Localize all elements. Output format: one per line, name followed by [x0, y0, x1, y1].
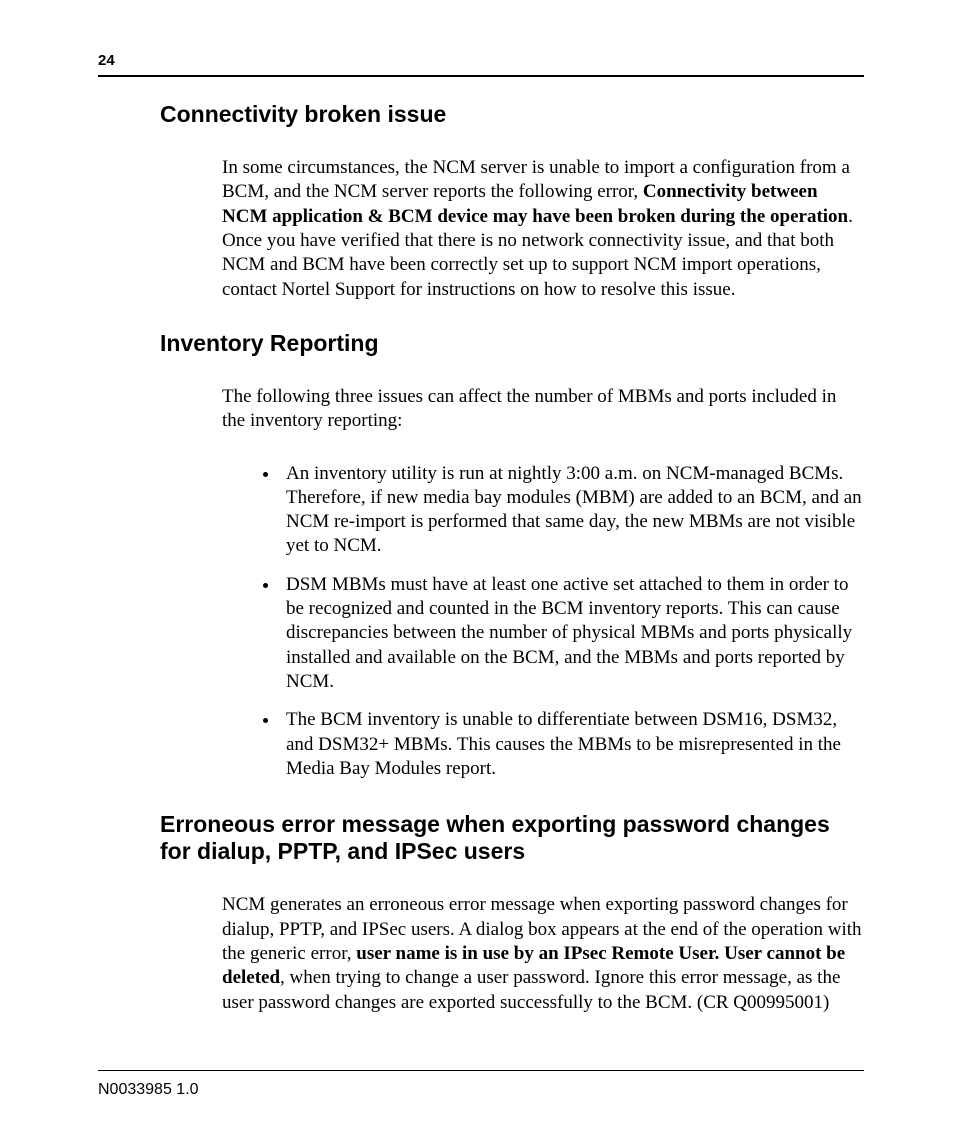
bullet-item: DSM MBMs must have at least one active s…	[280, 573, 864, 695]
footer: N0033985 1.0	[98, 1070, 864, 1099]
doc-id: N0033985 1.0	[98, 1081, 864, 1099]
para-connectivity: In some circumstances, the NCM server is…	[222, 156, 864, 302]
bullet-item: An inventory utility is run at nightly 3…	[280, 462, 864, 559]
content-area: Connectivity broken issue In some circum…	[98, 101, 864, 1015]
page-number: 24	[98, 52, 864, 69]
page: 24 Connectivity broken issue In some cir…	[0, 0, 954, 1145]
bullet-item: The BCM inventory is unable to different…	[280, 708, 864, 781]
heading-connectivity: Connectivity broken issue	[160, 101, 864, 128]
para-inventory-intro: The following three issues can affect th…	[222, 385, 864, 434]
rule-bottom	[98, 1070, 864, 1071]
heading-inventory: Inventory Reporting	[160, 330, 864, 357]
heading-erroneous: Erroneous error message when exporting p…	[160, 811, 864, 865]
para-erroneous: NCM generates an erroneous error message…	[222, 893, 864, 1015]
rule-top	[98, 75, 864, 77]
text-run: , when trying to change a user password.…	[222, 967, 840, 1012]
text-run: The following three issues can affect th…	[222, 385, 864, 434]
bullet-list: An inventory utility is run at nightly 3…	[222, 462, 864, 782]
